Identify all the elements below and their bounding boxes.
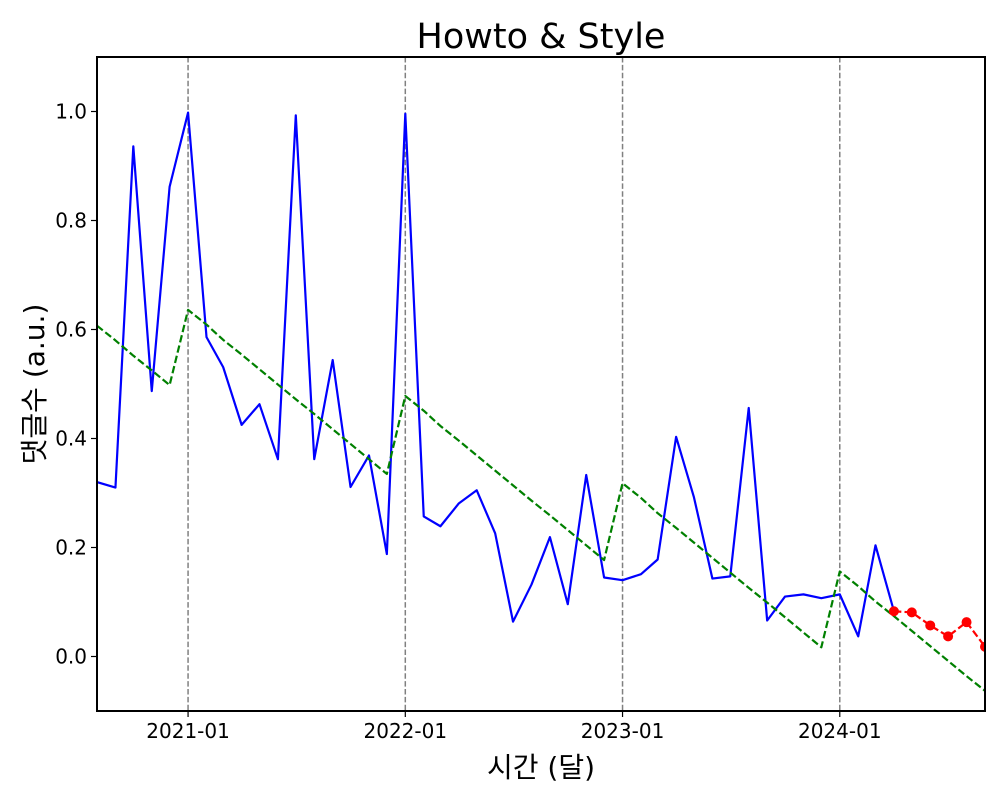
series-1-line (97, 111, 895, 638)
y-tick-label: 0.0 (55, 645, 87, 669)
y-tick-label: 0.4 (55, 427, 87, 451)
x-tick-label: 2021-01 (146, 719, 230, 743)
series-3-point (925, 620, 936, 631)
series-3-point (961, 617, 972, 628)
y-axis: 0.0 0.2 0.4 0.6 0.8 1.0 (55, 100, 97, 669)
x-tick-label: 2022-01 (364, 719, 448, 743)
y-tick-label: 1.0 (55, 100, 87, 124)
x-tick-label: 2024-01 (798, 719, 882, 743)
x-axis-label: 시간 (달) (487, 751, 595, 784)
plot-frame (96, 56, 986, 712)
series-2-line (97, 308, 985, 692)
y-tick-label: 0.2 (55, 536, 87, 560)
y-axis-label: 댓글수 (a.u.) (18, 304, 51, 465)
series-3-point (943, 631, 954, 642)
y-tick-label: 0.8 (55, 209, 87, 233)
x-axis: 2021-01 2022-01 2023-01 2024-01 (146, 711, 882, 743)
series-3-point (980, 641, 985, 652)
series-3-point (888, 606, 899, 617)
year-divider-layer (187, 57, 841, 711)
chart-title: Howto & Style (417, 17, 666, 57)
series-layer (97, 111, 985, 692)
y-tick-label: 0.6 (55, 318, 87, 342)
series-3-point (906, 607, 917, 618)
x-tick-label: 2023-01 (581, 719, 665, 743)
